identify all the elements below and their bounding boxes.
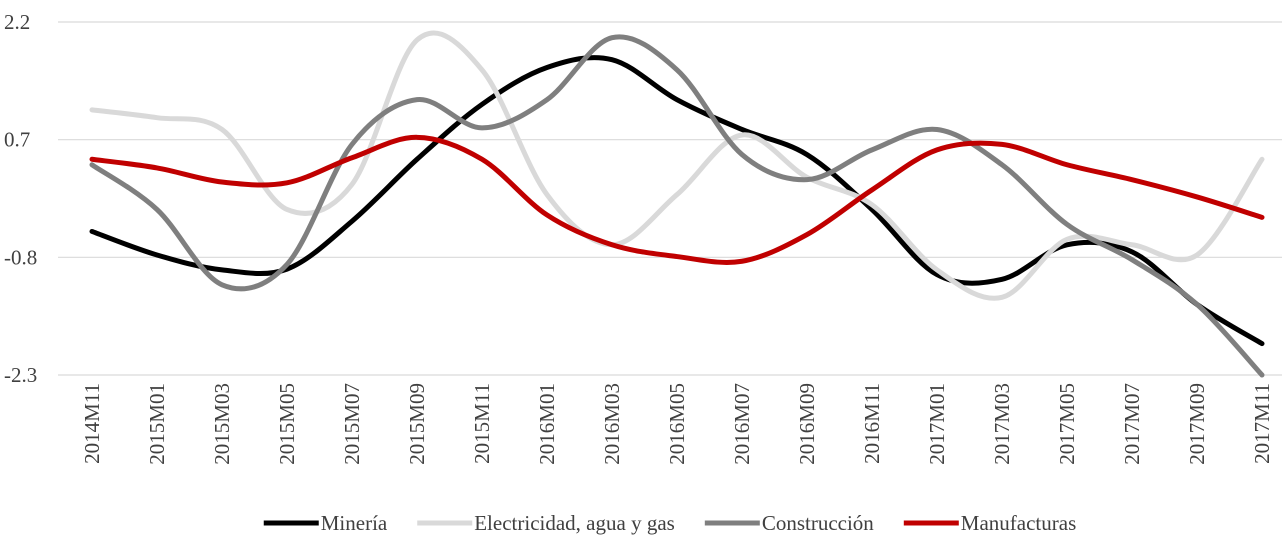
x-tick-label: 2017M11 <box>1250 383 1274 464</box>
x-tick-label: 2015M05 <box>275 383 299 465</box>
y-tick-label: -0.8 <box>4 245 37 269</box>
x-tick-label: 2017M01 <box>925 383 949 465</box>
x-tick-label: 2017M05 <box>1055 383 1079 465</box>
legend: Minería Electricidad, agua y gas Construcc… <box>263 511 1076 535</box>
x-tick-label: 2015M09 <box>405 383 429 465</box>
series-line <box>89 55 1265 347</box>
y-tick-label: 0.7 <box>4 128 30 152</box>
legend-label: Minería <box>321 511 388 535</box>
series-line <box>89 30 1265 301</box>
x-tick-label: 2016M05 <box>665 383 689 465</box>
x-tick-label: 2016M09 <box>795 383 819 465</box>
x-tick-label: 2015M07 <box>340 383 364 465</box>
series-line <box>89 134 1265 265</box>
series-line <box>89 34 1265 378</box>
x-tick-label: 2016M11 <box>860 383 884 464</box>
legend-label: Electricidad, agua y gas <box>474 511 675 535</box>
x-tick-label: 2016M07 <box>730 383 754 465</box>
x-tick-label: 2017M07 <box>1120 383 1144 465</box>
x-tick-label: 2014M11 <box>80 383 104 464</box>
x-tick-label: 2015M11 <box>470 383 494 464</box>
x-tick-label: 2015M01 <box>145 383 169 465</box>
legend-label: Construcción <box>762 511 874 535</box>
x-tick-label: 2017M09 <box>1185 383 1209 465</box>
x-tick-label: 2017M03 <box>990 383 1014 465</box>
x-tick-label: 2016M01 <box>535 383 559 465</box>
legend-label: Manufacturas <box>961 511 1076 535</box>
y-tick-label: 2.2 <box>4 10 30 34</box>
x-tick-label: 2015M03 <box>210 383 234 465</box>
y-tick-label: -2.3 <box>4 363 37 387</box>
x-tick-label: 2016M03 <box>600 383 624 465</box>
